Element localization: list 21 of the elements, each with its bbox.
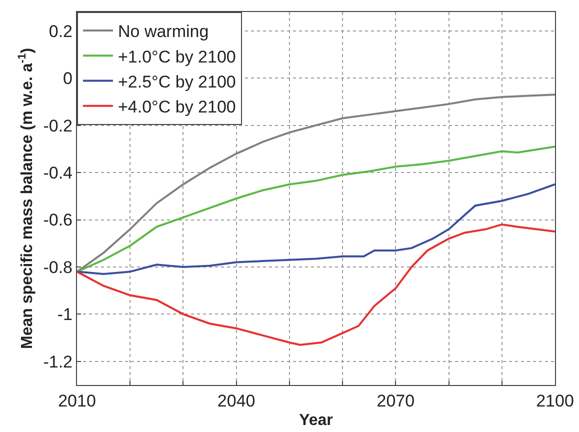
line-series (77, 223, 555, 346)
line-series (77, 146, 555, 273)
line-series (77, 183, 555, 276)
line-series (77, 94, 555, 273)
legend-label: +4.0°C by 2100 (118, 97, 236, 116)
x-axis-title: Year (299, 412, 333, 430)
legend-label: +2.5°C by 2100 (118, 72, 236, 92)
y-tick-label: -0.4 (43, 163, 72, 182)
x-tick-label: 2100 (536, 392, 574, 410)
y-tick-label: -0.2 (43, 116, 72, 136)
y-tick-label: -0.8 (43, 258, 72, 277)
legend-label: No warming (118, 22, 209, 42)
y-tick-label: -1 (57, 305, 72, 324)
y-tick-label: -1.2 (43, 352, 72, 372)
x-tick-label: 2010 (58, 392, 96, 410)
y-tick-label: -0.6 (43, 210, 72, 230)
legend-label: +1.0°C by 2100 (118, 47, 236, 66)
y-tick-label: 0 (63, 69, 72, 88)
x-tick-label: 2070 (376, 392, 415, 410)
y-tick-label: 0.2 (48, 22, 72, 41)
x-tick-label: 2040 (217, 392, 256, 410)
